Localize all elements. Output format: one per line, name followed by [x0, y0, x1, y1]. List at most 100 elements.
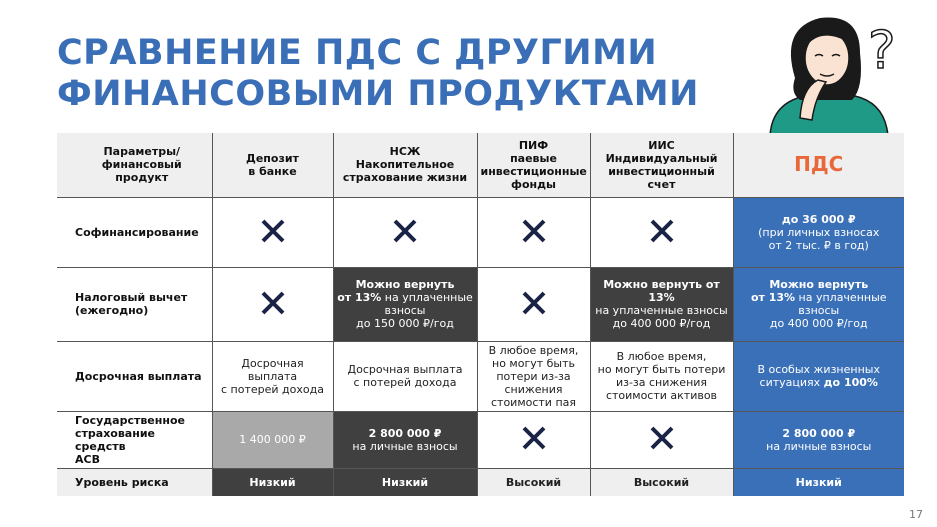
text-segment: взносы: [384, 304, 426, 317]
table-cell: до 36 000 ₽ (при личных взносах от 2 тыс. …: [732, 196, 904, 268]
title-line-1: СРАВНЕНИЕ ПДС С ДРУГИМИ: [57, 33, 658, 73]
text-segment: на уплаченные: [795, 291, 887, 304]
text-segment: (при личных взносах: [758, 225, 880, 239]
text-line: Досрочная выплата: [75, 369, 202, 383]
text-line: до 400 000 ₽/год: [737, 317, 902, 330]
header-cell-product: ПИФ паевые инвестиционные фонды: [476, 133, 591, 198]
text-line: на личные взносы: [737, 440, 902, 453]
text-segment: из-за снижения: [615, 376, 708, 389]
text-line: НСЖ: [389, 145, 421, 159]
header-row: Параметры/финансовый продукт Депозит в бан…: [57, 133, 904, 198]
text-line: на уплаченные взносы: [594, 304, 730, 317]
cross-icon: [650, 426, 673, 450]
text-line: ПДС: [794, 152, 844, 177]
row-label: Досрочная выплата: [57, 340, 213, 412]
text-line: ситуациях до 100%: [737, 376, 902, 389]
text-segment: от 13%: [750, 291, 796, 304]
text-line: Государственное: [75, 413, 185, 427]
text-line: 2 800 000 ₽: [737, 427, 902, 440]
text-line: из-за снижения: [594, 376, 730, 389]
table-row: Уровень риска Низкий Низкий Высокий Высокий Н…: [57, 467, 904, 496]
text-line: В любое время,: [481, 344, 587, 357]
text-segment: Низкий: [795, 475, 842, 489]
text-segment: до 100%: [823, 376, 878, 389]
text-line: Досрочная выплата: [337, 363, 474, 376]
cross-icon: [650, 219, 673, 242]
page-title: СРАВНЕНИЕ ПДС С ДРУГИМИ ФИНАНСОВЫМИ ПРОД…: [57, 33, 699, 115]
text-line: стоимости активов: [594, 389, 730, 402]
text-line: от 13% на уплаченные: [337, 291, 474, 304]
text-segment: на личные взносы: [766, 439, 872, 453]
text-line: страхование средств: [75, 426, 155, 453]
header-cell-parameters: Параметры/финансовый продукт: [57, 133, 213, 198]
text-line: Высокий: [594, 476, 730, 489]
text-segment: Можно вернуть от 13%: [603, 278, 720, 304]
cross-icon: [261, 291, 284, 314]
text-segment: Низкий: [381, 475, 429, 489]
table-row: Налоговый вычет (ежегодно) Можно вернуть от…: [57, 266, 904, 342]
comparison-table: Параметры/финансовый продукт Депозит в бан…: [57, 133, 904, 496]
cross-icon: [261, 219, 284, 242]
text-line: Налоговый вычет: [75, 291, 188, 304]
text-line: от 2 тыс. ₽ в год): [737, 239, 902, 252]
cross-icon: [522, 426, 545, 450]
text-line: фонды: [511, 177, 556, 191]
text-segment: с потерей дохода: [353, 376, 457, 389]
cross-icon: [522, 291, 545, 314]
text-segment: взносы: [798, 304, 840, 317]
table-cell: [476, 410, 591, 469]
text-line: 1 400 000 ₽: [216, 433, 330, 446]
table-cell: 2 800 000 ₽ на личные взносы: [332, 410, 478, 469]
table-cell: Можно вернуть от 13% на уплаченные взносы д…: [332, 266, 478, 342]
text-line: инвестиционный счет: [608, 164, 715, 191]
table-cell: [211, 266, 334, 342]
text-segment: до 150 000 ₽/год: [356, 317, 454, 330]
text-segment: В особых жизненных: [757, 363, 880, 376]
text-segment: от 2 тыс. ₽ в год): [768, 238, 869, 252]
text-segment: до 400 000 ₽/год: [612, 317, 711, 330]
text-line: Накопительное: [355, 158, 455, 172]
table-cell: Низкий: [732, 467, 904, 496]
text-line: с потерей дохода: [216, 383, 330, 396]
text-line: Параметры/: [103, 145, 181, 159]
text-segment: на личные взносы: [352, 439, 458, 453]
text-segment: 1 400 000 ₽: [239, 433, 306, 446]
text-segment: Можно вернуть: [769, 278, 869, 291]
table-cell: Досрочная выплата с потерей дохода: [211, 340, 334, 412]
table-cell: [589, 410, 734, 469]
text-line: Депозит: [246, 151, 299, 165]
text-line: Софинансирование: [75, 225, 199, 239]
text-line: ПИФ: [518, 138, 549, 152]
table-row: Государственное страхование средств АСВ 1 4…: [57, 410, 904, 469]
table-cell: [332, 196, 478, 268]
text-segment: на уплаченные: [381, 291, 473, 304]
table-cell: Высокий: [476, 467, 591, 496]
table-cell: 1 400 000 ₽: [211, 410, 334, 469]
text-line: до 150 000 ₽/год: [337, 317, 474, 330]
table-cell: [476, 266, 591, 342]
table-cell: Высокий: [589, 467, 734, 496]
text-line: в банке: [248, 164, 297, 178]
text-segment: ситуациях: [759, 376, 824, 389]
text-line: Досрочная выплата: [216, 357, 330, 383]
text-segment: Досрочная выплата: [241, 356, 304, 383]
text-segment: Низкий: [249, 475, 296, 489]
text-line: взносы: [737, 304, 902, 317]
text-line: Можно вернуть: [737, 278, 902, 291]
row-label: Государственное страхование средств АСВ: [57, 410, 213, 469]
table-cell: В любое время, но могут быть потери из-за с…: [476, 340, 591, 412]
text-segment: но могут быть потери: [597, 363, 726, 376]
table-row: Софинансирование до 36 000 ₽ (при личных в…: [57, 196, 904, 268]
question-mark-icon: ?: [868, 21, 896, 81]
text-segment: Можно вернуть: [355, 278, 455, 291]
text-line: Низкий: [216, 476, 330, 489]
table-cell: Низкий: [211, 467, 334, 496]
cross-icon: [393, 219, 417, 242]
table-cell: Можно вернуть от 13% на уплаченные взносы д…: [732, 266, 904, 342]
text-line: (ежегодно): [75, 304, 149, 317]
text-line: Можно вернуть от 13%: [594, 278, 730, 304]
thinking-woman-illustration: ?: [769, 17, 896, 136]
header-cell-product: ПДС: [732, 133, 904, 198]
text-line: инвестиционные: [480, 164, 587, 178]
text-segment: стоимости активов: [605, 389, 718, 402]
